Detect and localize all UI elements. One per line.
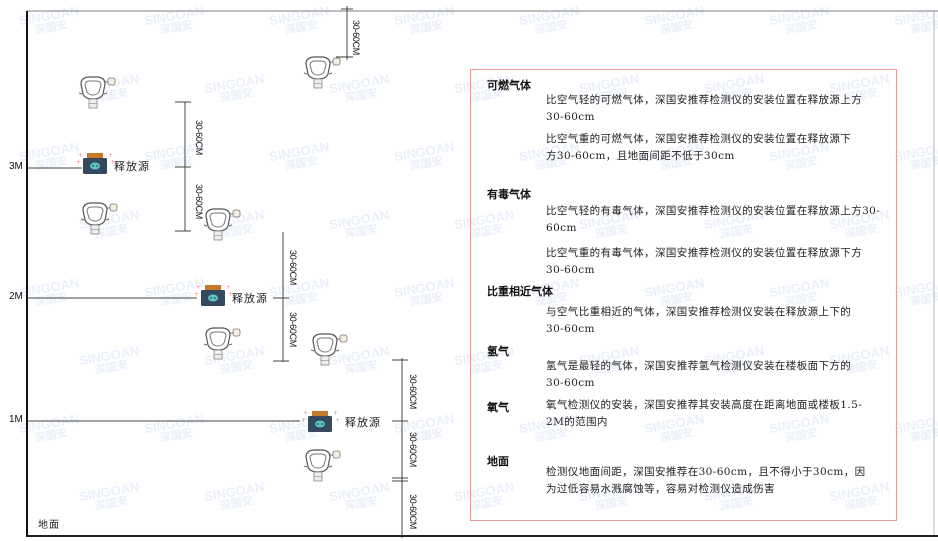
detector-icon [80, 202, 118, 235]
paragraph: 检测仪地面间距，深国安推荐在30-60cm，且不得小于30cm，因为过低容易水溅… [546, 466, 866, 495]
paragraph: 氢气是最轻的气体，深国安推荐氢气检测仪安装在楼板面下方的30-60cm [546, 360, 852, 389]
detector-icon [303, 449, 341, 482]
detector-icon [78, 76, 116, 109]
release-source-icon [194, 284, 234, 306]
level-label-3m: 3M [9, 161, 23, 172]
dimension-label: 30-60CM [288, 312, 298, 347]
release-source-label: 释放源 [114, 160, 150, 173]
dimension-label: 30-60CM [194, 184, 204, 219]
release-source-icon [76, 152, 116, 174]
section-title-oxygen: 氧气 [487, 401, 509, 414]
section-title-ground: 地面 [487, 455, 509, 468]
section-title-hydrogen: 氢气 [487, 345, 509, 358]
paragraph: 比空气轻的有毒气体，深国安推荐检测仪的安装位置在释放源上方30-60cm [546, 205, 881, 234]
section-title-combustible: 可燃气体 [487, 79, 531, 92]
detector-icon [303, 56, 341, 89]
level-label-1m: 1M [9, 414, 23, 425]
level-label-2m: 2M [9, 291, 23, 302]
section-title-similar-density: 比重相近气体 [487, 285, 553, 298]
dimension-label: 30-60CM [194, 120, 204, 155]
release-source-label: 释放源 [232, 292, 268, 305]
detector-icon [203, 208, 241, 241]
paragraph: 比空气重的有毒气体，深国安推荐检测仪的安装位置在释放源下方30-60cm [546, 247, 863, 276]
dimension-label: 30-60CM [408, 374, 418, 409]
paragraph: 与空气比重相近的气体，深国安推荐检测仪安装在释放源上下的30-60cm [546, 306, 852, 335]
release-source-icon [301, 410, 341, 432]
section-title-toxic: 有毒气体 [487, 188, 531, 201]
dimension-label: 30-60CM [351, 20, 361, 55]
detector-icon [203, 327, 241, 360]
dimension-label: 30-60CM [288, 250, 298, 285]
paragraph: 比空气重的可燃气体，深国安推荐检测仪的安装位置在释放源下方30-60cm，且地面… [546, 133, 852, 162]
installation-guidelines-box: 可燃气体 比空气轻的可燃气体，深国安推荐检测仪的安装位置在释放源上方30-60c… [470, 69, 897, 521]
paragraph: 氧气检测仪的安装，深国安推荐其安装高度在距离地面或楼板1.5-2M的范围内 [546, 399, 863, 428]
dimension-lines [175, 6, 408, 538]
detector-icon [310, 333, 348, 366]
release-source-label: 释放源 [345, 416, 381, 429]
paragraph: 比空气轻的可燃气体，深国安推荐检测仪的安装位置在释放源上方30-60cm [546, 94, 863, 123]
ground-label: 地面 [38, 520, 60, 531]
dimension-label: 30-60CM [408, 432, 418, 467]
dimension-label: 30-60CM [408, 494, 418, 529]
